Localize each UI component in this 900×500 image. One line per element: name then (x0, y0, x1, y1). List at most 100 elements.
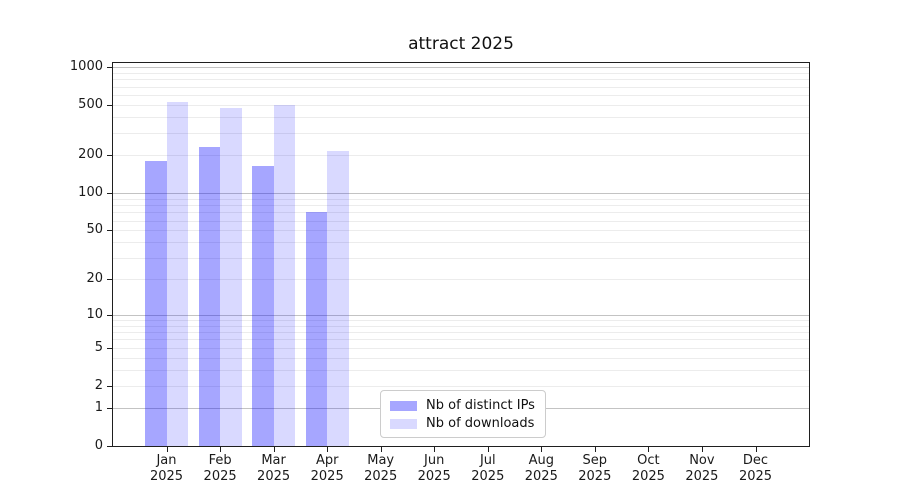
bar-jan-downloads (166, 101, 188, 446)
bar-feb-distinct-ips (198, 147, 221, 446)
gridline-minor (113, 339, 809, 341)
x-tick-year: 2025 (524, 469, 558, 484)
x-tick-year: 2025 (203, 469, 237, 484)
y-tick-mark (107, 155, 112, 157)
x-tick-year: 2025 (578, 469, 612, 484)
chart-title: attract 2025 (408, 34, 514, 54)
x-tick-month: Oct (637, 453, 660, 468)
gridline-minor (113, 72, 809, 74)
y-tick-mark (107, 446, 112, 447)
x-tick-year: 2025 (417, 469, 451, 484)
gridline-major (113, 192, 809, 194)
x-tick-year: 2025 (685, 469, 719, 484)
x-tick-label: Jan 2025 (139, 453, 195, 485)
gridline-minor (113, 331, 809, 333)
gridline-minor (113, 357, 809, 359)
x-tick-mark (487, 447, 489, 452)
legend-entry: Nb of downloads (390, 416, 537, 431)
legend-swatch (390, 418, 417, 429)
y-tick-label: 500 (78, 97, 103, 112)
legend-entry: Nb of distinct IPs (390, 398, 537, 413)
y-tick-mark (107, 408, 112, 409)
x-tick-month: Apr (315, 453, 339, 468)
y-tick-mark (107, 385, 112, 387)
y-tick-mark (107, 314, 112, 316)
x-tick-label: Dec 2025 (728, 453, 784, 485)
y-tick-mark (107, 192, 112, 194)
x-tick-label: May 2025 (353, 453, 409, 485)
gridline-minor (113, 220, 809, 222)
x-tick-mark (648, 447, 650, 452)
gridline-major (113, 67, 809, 68)
gridline-minor (113, 204, 809, 206)
x-tick-month: Jun (424, 453, 445, 468)
gridline-major (113, 314, 809, 316)
x-tick-year: 2025 (149, 469, 184, 484)
x-tick-mark (220, 447, 222, 452)
legend: Nb of distinct IPs Nb of downloads (380, 390, 546, 438)
gridline-minor (113, 105, 809, 106)
x-tick-label: Sep 2025 (567, 453, 623, 485)
x-tick-mark (755, 447, 757, 452)
y-tick-label: 50 (86, 222, 103, 238)
bar-mar-distinct-ips (252, 165, 274, 446)
x-tick-mark (380, 447, 382, 452)
gridline-minor (113, 257, 809, 259)
gridline-minor (113, 242, 809, 244)
y-tick-label: 200 (78, 147, 103, 163)
gridline-minor (113, 132, 809, 134)
bar-apr-distinct-ips (305, 212, 328, 446)
y-tick-label: 100 (78, 184, 103, 200)
x-tick-mark (434, 447, 436, 452)
x-tick-year: 2025 (257, 469, 291, 484)
gridline-minor (113, 117, 809, 119)
x-tick-label: Jun 2025 (406, 453, 462, 485)
x-tick-month: Feb (208, 453, 232, 468)
gridline-minor (113, 319, 809, 321)
x-tick-label: Oct 2025 (620, 453, 676, 485)
x-tick-label: Mar 2025 (246, 453, 302, 485)
x-tick-mark (594, 447, 596, 452)
x-tick-label: Jul 2025 (460, 453, 516, 485)
x-tick-month: Dec (742, 453, 769, 468)
y-tick-mark (107, 347, 112, 349)
x-tick-mark (541, 447, 543, 452)
gridline-minor (113, 385, 809, 387)
y-tick-label: 2 (94, 377, 103, 393)
x-tick-month: Sep (582, 453, 608, 468)
x-tick-year: 2025 (364, 469, 398, 484)
plot-area: Nb of distinct IPs Nb of downloads (112, 62, 810, 447)
bar-feb-downloads (220, 107, 242, 446)
bar-mar-downloads (273, 105, 296, 446)
y-tick-label: 5 (94, 339, 103, 355)
y-tick-mark (107, 67, 112, 68)
x-tick-label: Apr 2025 (299, 453, 355, 485)
x-tick-month: Nov (689, 453, 715, 468)
y-tick-label: 0 (94, 438, 103, 453)
x-tick-mark (327, 447, 329, 452)
x-tick-label: Nov 2025 (674, 453, 730, 485)
x-tick-month: May (367, 453, 395, 468)
gridline-minor (113, 155, 809, 157)
legend-label: Nb of downloads (426, 416, 535, 431)
x-tick-year: 2025 (631, 469, 665, 484)
gridline-minor (113, 370, 809, 371)
x-tick-label: Aug 2025 (513, 453, 569, 485)
x-tick-mark (701, 447, 703, 452)
bar-jan-distinct-ips (145, 160, 167, 446)
gridline-minor (113, 79, 809, 81)
legend-label: Nb of distinct IPs (426, 398, 535, 413)
gridline-minor (113, 279, 809, 280)
x-tick-label: Feb 2025 (192, 453, 248, 485)
gridline-minor (113, 230, 809, 232)
x-tick-year: 2025 (738, 469, 773, 484)
x-tick-year: 2025 (310, 469, 344, 484)
x-tick-mark (273, 447, 275, 452)
legend-swatch (390, 400, 417, 411)
y-tick-mark (107, 230, 112, 232)
x-tick-month: Aug (528, 453, 554, 468)
x-tick-year: 2025 (471, 469, 505, 484)
y-tick-label: 10 (86, 306, 103, 322)
y-tick-mark (107, 279, 112, 280)
gridline-minor (113, 347, 809, 349)
